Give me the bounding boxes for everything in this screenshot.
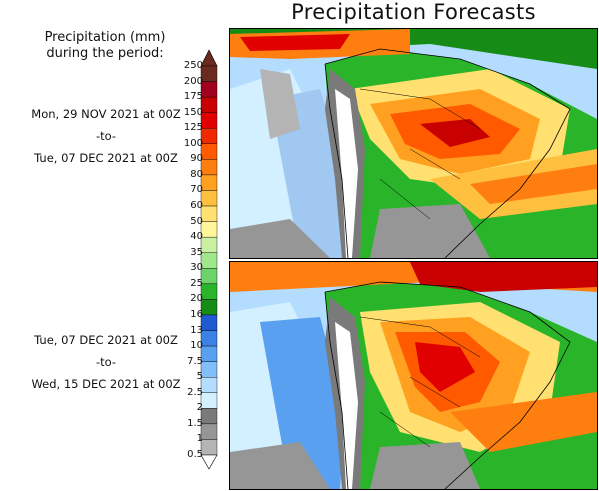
colorbar-bottom-arrow [200, 454, 218, 470]
colorbar-swatch [200, 361, 218, 378]
colorbar-tick-label: 35 [190, 246, 203, 258]
legend-title-line1: Precipitation (mm) [44, 30, 166, 45]
period-1-start: Mon, 29 NOV 2021 at 00Z [31, 107, 181, 121]
colorbar-tick-label: 2.5 [187, 386, 203, 398]
colorbar-swatch [200, 252, 218, 269]
colorbar-swatch [200, 392, 218, 409]
colorbar-tick-label: 70 [190, 184, 203, 196]
colorbar-swatch [200, 128, 218, 145]
colorbar-swatch [200, 174, 218, 191]
colorbar-tick-label: 25 [190, 277, 203, 289]
colorbar-tick-label: 1.5 [187, 417, 203, 429]
colorbar-swatch [200, 81, 218, 98]
period-2-start: Tue, 07 DEC 2021 at 00Z [34, 333, 178, 347]
colorbar-swatch [200, 330, 218, 347]
colorbar-tick-label: 150 [183, 106, 203, 118]
legend-title-line2: during the period: [46, 46, 164, 61]
colorbar-swatch [200, 314, 218, 331]
colorbar-swatch [200, 65, 218, 82]
colorbar-tick-label: 100 [183, 137, 203, 149]
period-2-end: Wed, 15 DEC 2021 at 00Z [31, 377, 181, 391]
colorbar-swatch [200, 236, 218, 253]
period-1-end: Tue, 07 DEC 2021 at 00Z [34, 151, 178, 165]
colorbar-tick-label: 1 [196, 433, 203, 445]
colorbar-tick-label: 80 [190, 168, 203, 180]
colorbar-swatch [200, 190, 218, 207]
colorbar-swatch [200, 423, 218, 440]
colorbar-tick-label: 7.5 [187, 355, 203, 367]
colorbar-swatch [200, 299, 218, 316]
colorbar-swatch [200, 96, 218, 113]
colorbar-tick-label: 13 [190, 324, 203, 336]
colorbar-tick-label: 125 [183, 122, 203, 134]
period-1-label: Mon, 29 NOV 2021 at 00Z -to- Tue, 07 DEC… [20, 103, 192, 169]
colorbar-tick-label: 5 [196, 371, 203, 383]
colorbar-swatch [200, 408, 218, 425]
page-title: Precipitation Forecasts [291, 0, 536, 24]
colorbar-swatch [200, 112, 218, 129]
colorbar-swatch [200, 143, 218, 160]
colorbar-swatch [200, 377, 218, 393]
colorbar-tick-label: 20 [190, 293, 203, 305]
colorbar-tick-label: 2 [196, 402, 203, 414]
colorbar-swatch [200, 268, 218, 285]
colorbar-tick-label: 10 [190, 340, 203, 352]
map-panel-period-2 [229, 261, 598, 490]
colorbar-top-arrow [200, 49, 218, 67]
colorbar-tick-label: 50 [190, 215, 203, 227]
precip-map-1 [230, 29, 597, 258]
colorbar-swatch [200, 439, 218, 456]
precip-map-2 [230, 262, 597, 489]
map-panel-period-1 [229, 28, 598, 259]
colorbar-tick-label: 30 [190, 262, 203, 274]
period-1-separator: -to- [95, 129, 117, 143]
colorbar-tick-label: 60 [190, 200, 203, 212]
colorbar-tick-label: 0.5 [187, 449, 203, 460]
colorbar-swatch [200, 345, 218, 362]
colorbar-tick-label: 40 [190, 231, 203, 243]
colorbar-tick-label: 250 [183, 60, 203, 71]
period-2-label: Tue, 07 DEC 2021 at 00Z -to- Wed, 15 DEC… [20, 329, 192, 395]
colorbar-tick-label: 16 [190, 308, 203, 320]
colorbar-swatch [200, 221, 218, 238]
colorbar [200, 49, 218, 470]
colorbar-swatch [200, 205, 218, 222]
colorbar-tick-label: 175 [183, 91, 203, 103]
period-2-separator: -to- [95, 355, 117, 369]
colorbar-tick-label: 90 [190, 153, 203, 165]
legend-title: Precipitation (mm) during the period: [20, 30, 190, 62]
colorbar-tick-label: 200 [183, 75, 203, 87]
colorbar-swatch [200, 283, 218, 300]
colorbar-swatch [200, 159, 218, 176]
